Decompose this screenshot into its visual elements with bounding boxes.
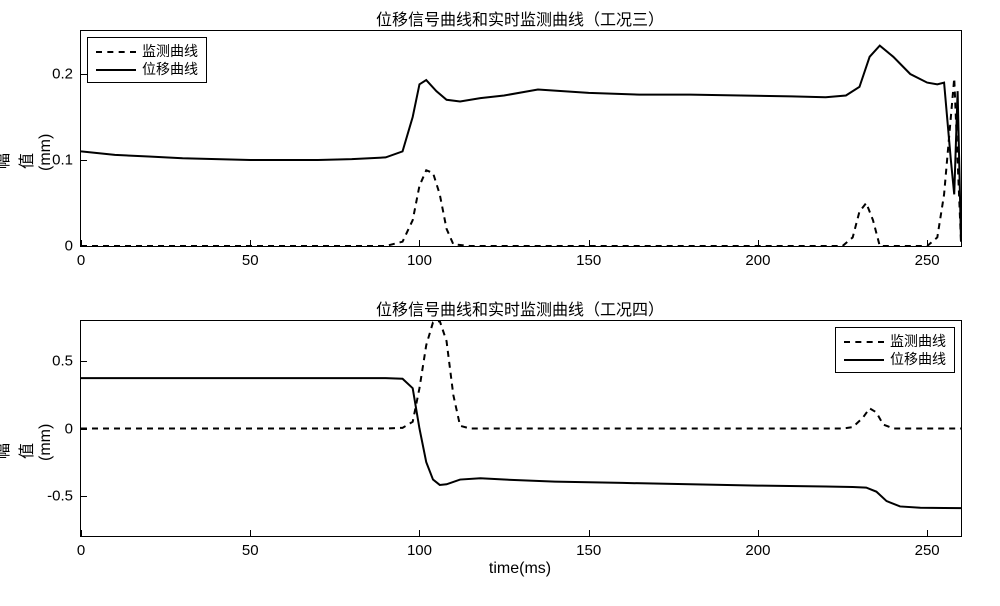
ytick: 0 <box>65 238 73 255</box>
ytick-label: 0 <box>65 238 73 255</box>
ytick-mark <box>81 160 87 161</box>
bottom-ylabel: 幅值(mm) <box>0 441 55 461</box>
xtick-label: 0 <box>77 542 85 559</box>
legend-label: 监测曲线 <box>890 331 946 351</box>
ytick: 0.2 <box>52 66 73 83</box>
bottom-plot-svg <box>81 321 961 536</box>
xtick-mark <box>250 240 251 246</box>
xtick-mark <box>250 530 251 536</box>
xtick-mark <box>758 240 759 246</box>
ytick-mark <box>81 429 87 430</box>
xtick-label: 200 <box>745 252 770 269</box>
xtick-label: 250 <box>915 542 940 559</box>
xtick-mark <box>589 530 590 536</box>
bottom-xlabel: time(ms) <box>80 560 960 578</box>
legend-swatch-dashed <box>844 334 884 348</box>
legend-swatch-solid <box>96 62 136 76</box>
bottom-displacement-curve <box>81 378 961 508</box>
legend-item: 位移曲线 <box>96 60 198 78</box>
ytick-label: -0.5 <box>47 487 73 504</box>
xtick-label: 100 <box>407 542 432 559</box>
top-ylabel: 幅值(mm) <box>0 151 55 171</box>
ytick-label: 0.1 <box>52 152 73 169</box>
bottom-chart-axes: -0.500.5 050100150200250 监测曲线 位移曲线 <box>80 320 962 537</box>
top-plot-svg <box>81 31 961 246</box>
xtick-mark <box>419 530 420 536</box>
top-displacement-curve <box>81 46 961 242</box>
legend-swatch-solid <box>844 352 884 366</box>
xtick-label: 100 <box>407 252 432 269</box>
legend-label: 监测曲线 <box>142 41 198 61</box>
xtick-mark <box>81 240 82 246</box>
legend-label: 位移曲线 <box>142 59 198 79</box>
xtick-label: 50 <box>242 542 259 559</box>
ytick-mark <box>81 361 87 362</box>
xtick-label: 150 <box>576 252 601 269</box>
top-monitoring-curve <box>81 78 961 246</box>
xtick-label: 50 <box>242 252 259 269</box>
legend-item: 位移曲线 <box>844 350 946 368</box>
ytick-label: 0 <box>65 420 73 437</box>
ytick: 0.1 <box>52 152 73 169</box>
ytick-label: 0.2 <box>52 66 73 83</box>
top-chart-title: 位移信号曲线和实时监测曲线（工况三） <box>80 6 960 30</box>
ytick-mark <box>81 246 87 247</box>
xtick-label: 0 <box>77 252 85 269</box>
xtick-label: 250 <box>915 252 940 269</box>
ytick-mark <box>81 496 87 497</box>
top-legend: 监测曲线 位移曲线 <box>87 37 207 83</box>
ytick-label: 0.5 <box>52 353 73 370</box>
bottom-monitoring-curve <box>81 321 961 429</box>
xtick-mark <box>927 240 928 246</box>
top-chart-axes: 0 0.1 0.2 050100150200250 监测曲线 位移曲线 <box>80 30 962 247</box>
bottom-legend: 监测曲线 位移曲线 <box>835 327 955 373</box>
xtick-mark <box>758 530 759 536</box>
xtick-mark <box>589 240 590 246</box>
xtick-label: 150 <box>576 542 601 559</box>
legend-item: 监测曲线 <box>96 42 198 60</box>
xtick-mark <box>81 530 82 536</box>
bottom-chart-title: 位移信号曲线和实时监测曲线（工况四） <box>80 296 960 320</box>
legend-label: 位移曲线 <box>890 349 946 369</box>
legend-swatch-dashed <box>96 44 136 58</box>
legend-item: 监测曲线 <box>844 332 946 350</box>
xtick-label: 200 <box>745 542 770 559</box>
figure: 位移信号曲线和实时监测曲线（工况三） 幅值(mm) 0 0.1 0.2 0501… <box>0 0 1000 606</box>
xtick-mark <box>419 240 420 246</box>
xtick-mark <box>927 530 928 536</box>
